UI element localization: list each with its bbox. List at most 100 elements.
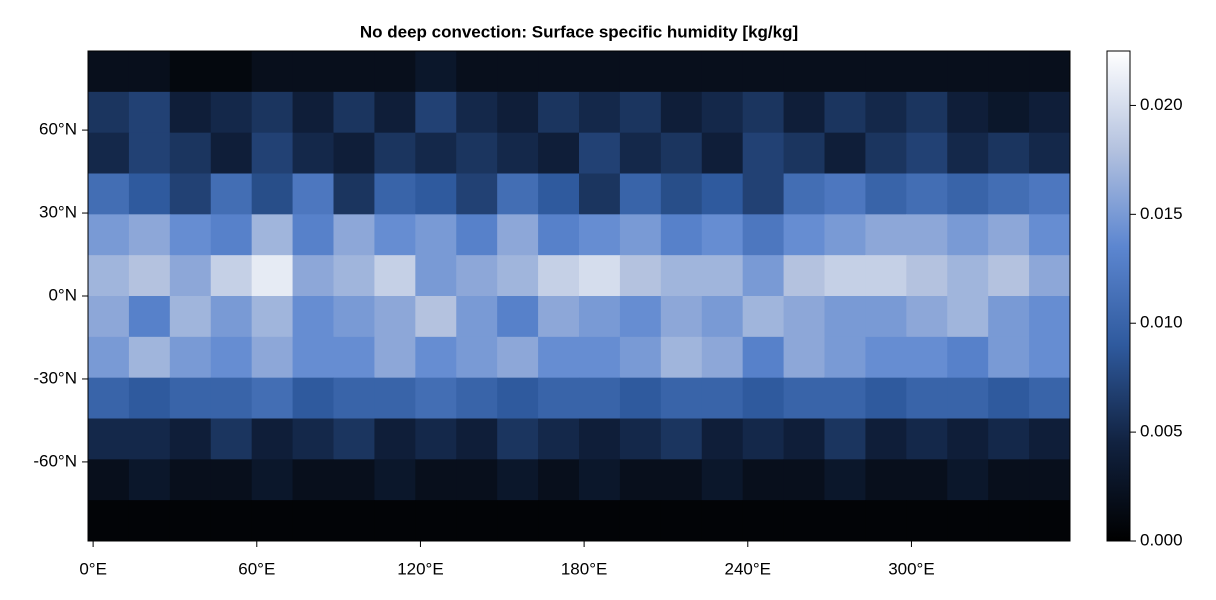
heatmap-cell — [660, 418, 703, 460]
heatmap-cell — [210, 296, 253, 338]
heatmap-cell — [619, 51, 662, 93]
heatmap-cell — [497, 255, 539, 297]
heatmap-cell — [579, 377, 621, 419]
heatmap-cell — [128, 418, 171, 460]
heatmap-cell — [824, 214, 866, 256]
heatmap-cell — [865, 296, 907, 338]
heatmap-cell — [292, 173, 334, 215]
heatmap-cell — [538, 214, 580, 256]
heatmap-cell — [251, 336, 294, 379]
heatmap-cell — [988, 173, 1030, 215]
heatmap-cell — [128, 336, 171, 379]
heatmap-cell — [415, 336, 457, 379]
heatmap-cell — [88, 173, 130, 215]
heatmap-cell — [1029, 214, 1071, 256]
heatmap-cell — [579, 296, 621, 338]
heatmap-cell — [824, 459, 866, 501]
heatmap-cell — [824, 418, 866, 460]
heatmap-cell — [701, 51, 744, 93]
heatmap-cell — [988, 214, 1030, 256]
heatmap-cell — [497, 459, 539, 501]
x-tick-label: 240°E — [725, 559, 772, 578]
heatmap-cell — [128, 377, 171, 419]
heatmap-cell — [128, 459, 171, 501]
heatmap-cell — [251, 173, 294, 215]
heatmap-cell — [88, 336, 130, 379]
heatmap-cell — [783, 91, 825, 134]
heatmap-cell — [456, 214, 498, 256]
heatmap-cell — [947, 214, 989, 256]
heatmap-cell — [579, 132, 621, 174]
heatmap-cell — [497, 500, 539, 542]
heatmap-cell — [128, 91, 171, 134]
heatmap-cell — [947, 296, 989, 338]
heatmap-cell — [579, 255, 621, 297]
heatmap-cell — [497, 51, 539, 93]
heatmap-cell — [742, 255, 785, 297]
heatmap-cell — [742, 51, 785, 93]
heatmap-cell — [947, 459, 989, 501]
heatmap-cell — [988, 377, 1030, 419]
heatmap-cell — [497, 91, 539, 134]
heatmap-cell — [210, 91, 253, 134]
heatmap-cell — [333, 418, 375, 460]
heatmap-cell — [619, 173, 662, 215]
heatmap-cell — [169, 91, 212, 134]
heatmap-cell — [906, 296, 948, 338]
heatmap-cell — [701, 377, 744, 419]
heatmap-cell — [906, 336, 948, 379]
heatmap-cell — [1029, 500, 1071, 542]
heatmap-cell — [292, 255, 334, 297]
heatmap-cell — [701, 214, 744, 256]
heatmap-cell — [579, 500, 621, 542]
heatmap-cell — [251, 459, 294, 501]
heatmap-cell — [538, 91, 580, 134]
heatmap-cell — [865, 459, 907, 501]
heatmap-cell — [947, 377, 989, 419]
heatmap-cell — [783, 500, 825, 542]
heatmap-cell — [292, 51, 334, 93]
heatmap-cell — [1029, 51, 1071, 93]
heatmap-cell — [456, 418, 498, 460]
heatmap-cell — [251, 418, 294, 460]
heatmap-cell — [619, 459, 662, 501]
heatmap-cell — [660, 255, 703, 297]
heatmap-cell — [824, 91, 866, 134]
heatmap-cell — [742, 336, 785, 379]
heatmap-cell — [497, 173, 539, 215]
heatmap-cell — [988, 132, 1030, 174]
heatmap-cell — [128, 173, 171, 215]
heatmap-cell — [824, 51, 866, 93]
heatmap-cell — [251, 500, 294, 542]
heatmap-cell — [415, 500, 457, 542]
heatmap-cell — [333, 51, 375, 93]
heatmap-cell — [415, 51, 457, 93]
heatmap-cell — [947, 255, 989, 297]
heatmap-cell — [292, 377, 334, 419]
heatmap-cell — [456, 51, 498, 93]
heatmap-cell — [824, 296, 866, 338]
heatmap-cell — [619, 296, 662, 338]
heatmap-cell — [210, 418, 253, 460]
heatmap-cell — [210, 377, 253, 419]
heatmap-cell — [538, 418, 580, 460]
heatmap-cell — [660, 51, 703, 93]
heatmap-cell — [701, 418, 744, 460]
heatmap-cell — [538, 377, 580, 419]
heatmap-cell — [701, 91, 744, 134]
heatmap-cell — [783, 173, 825, 215]
heatmap-cell — [865, 336, 907, 379]
heatmap-cell — [660, 132, 703, 174]
heatmap-cell — [128, 214, 171, 256]
heatmap-cell — [251, 377, 294, 419]
heatmap-cell — [947, 418, 989, 460]
heatmap-cell — [333, 214, 375, 256]
heatmap-cell — [88, 377, 130, 419]
heatmap-cell — [128, 296, 171, 338]
heatmap-cell — [742, 91, 785, 134]
heatmap-cell — [169, 336, 212, 379]
heatmap-cell — [742, 418, 785, 460]
heatmap-cell — [88, 255, 130, 297]
y-tick-label: 60°N — [39, 120, 77, 139]
heatmap-cell — [783, 377, 825, 419]
